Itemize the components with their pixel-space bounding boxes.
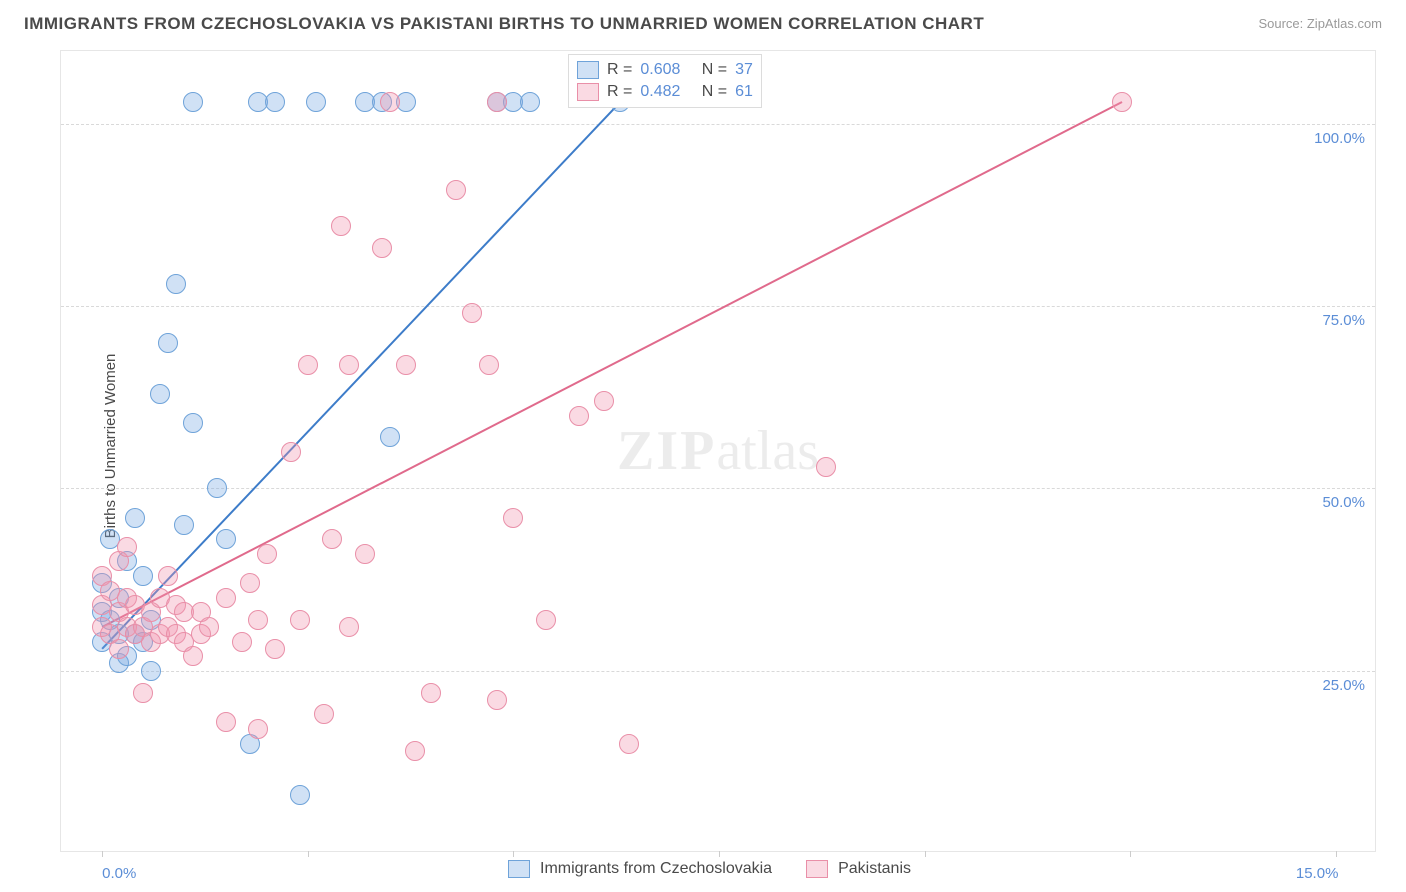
point-czech <box>183 92 203 112</box>
point-pakistani <box>1112 92 1132 112</box>
point-pakistani <box>248 719 268 739</box>
swatch-czech <box>577 61 599 79</box>
watermark: ZIPatlas <box>617 419 819 483</box>
point-czech <box>265 92 285 112</box>
point-pakistani <box>133 683 153 703</box>
point-czech <box>150 384 170 404</box>
trend-czech <box>102 102 620 649</box>
point-czech <box>158 333 178 353</box>
point-czech <box>141 661 161 681</box>
point-czech <box>174 515 194 535</box>
gridline <box>61 488 1375 489</box>
point-pakistani <box>462 303 482 323</box>
gridline <box>61 124 1375 125</box>
point-czech <box>216 529 236 549</box>
xtick <box>1130 851 1131 857</box>
correlation-legend: R = 0.608 N = 37R = 0.482 N = 61 <box>568 54 762 108</box>
trend-pakistani <box>102 102 1122 627</box>
point-czech <box>125 508 145 528</box>
point-pakistani <box>331 216 351 236</box>
chart-title: IMMIGRANTS FROM CZECHOSLOVAKIA VS PAKIST… <box>24 14 984 34</box>
xtick-label: 0.0% <box>102 865 136 882</box>
xtick <box>102 851 103 857</box>
xtick-label: 15.0% <box>1296 865 1339 882</box>
point-pakistani <box>117 537 137 557</box>
series-legend: Immigrants from Czechoslovakia Pakistanis <box>508 860 935 878</box>
ytick-label: 25.0% <box>1322 677 1365 694</box>
ytick-label: 100.0% <box>1314 130 1365 147</box>
gridline <box>61 671 1375 672</box>
point-czech <box>133 566 153 586</box>
point-pakistani <box>298 355 318 375</box>
point-pakistani <box>355 544 375 564</box>
swatch-pakistani <box>577 83 599 101</box>
point-pakistani <box>536 610 556 630</box>
point-pakistani <box>372 238 392 258</box>
point-pakistani <box>421 683 441 703</box>
point-czech <box>207 478 227 498</box>
point-pakistani <box>248 610 268 630</box>
point-pakistani <box>216 712 236 732</box>
point-pakistani <box>216 588 236 608</box>
point-pakistani <box>232 632 252 652</box>
point-pakistani <box>816 457 836 477</box>
point-pakistani <box>109 639 129 659</box>
point-pakistani <box>446 180 466 200</box>
point-pakistani <box>396 355 416 375</box>
point-pakistani <box>569 406 589 426</box>
point-czech <box>290 785 310 805</box>
point-pakistani <box>487 92 507 112</box>
point-pakistani <box>487 690 507 710</box>
swatch-bottom-czech <box>508 860 530 878</box>
point-pakistani <box>380 92 400 112</box>
legend-row-pakistani: R = 0.482 N = 61 <box>577 81 753 103</box>
point-pakistani <box>183 646 203 666</box>
n-value-pakistani: 61 <box>735 81 753 103</box>
r-value-pakistani: 0.482 <box>640 81 680 103</box>
point-pakistani <box>405 741 425 761</box>
n-value-czech: 37 <box>735 59 753 81</box>
point-pakistani <box>199 617 219 637</box>
legend-label-pakistani: Pakistanis <box>838 860 911 878</box>
point-pakistani <box>479 355 499 375</box>
point-pakistani <box>265 639 285 659</box>
point-czech <box>306 92 326 112</box>
xtick <box>1336 851 1337 857</box>
point-pakistani <box>503 508 523 528</box>
point-czech <box>520 92 540 112</box>
xtick <box>513 851 514 857</box>
point-pakistani <box>339 617 359 637</box>
xtick <box>925 851 926 857</box>
scatter-plot: ZIPatlas 25.0%50.0%75.0%100.0%0.0%15.0% <box>60 50 1376 852</box>
r-value-czech: 0.608 <box>640 59 680 81</box>
swatch-bottom-pakistani <box>806 860 828 878</box>
point-pakistani <box>158 566 178 586</box>
point-pakistani <box>619 734 639 754</box>
ytick-label: 75.0% <box>1322 312 1365 329</box>
xtick <box>308 851 309 857</box>
point-pakistani <box>322 529 342 549</box>
ytick-label: 50.0% <box>1322 494 1365 511</box>
point-czech <box>166 274 186 294</box>
legend-row-czech: R = 0.608 N = 37 <box>577 59 753 81</box>
point-pakistani <box>290 610 310 630</box>
point-pakistani <box>281 442 301 462</box>
point-pakistani <box>314 704 334 724</box>
point-czech <box>183 413 203 433</box>
point-pakistani <box>594 391 614 411</box>
source-label: Source: ZipAtlas.com <box>1258 16 1382 31</box>
point-pakistani <box>339 355 359 375</box>
point-pakistani <box>257 544 277 564</box>
point-pakistani <box>240 573 260 593</box>
xtick <box>719 851 720 857</box>
gridline <box>61 306 1375 307</box>
point-czech <box>380 427 400 447</box>
legend-label-czech: Immigrants from Czechoslovakia <box>540 860 772 878</box>
